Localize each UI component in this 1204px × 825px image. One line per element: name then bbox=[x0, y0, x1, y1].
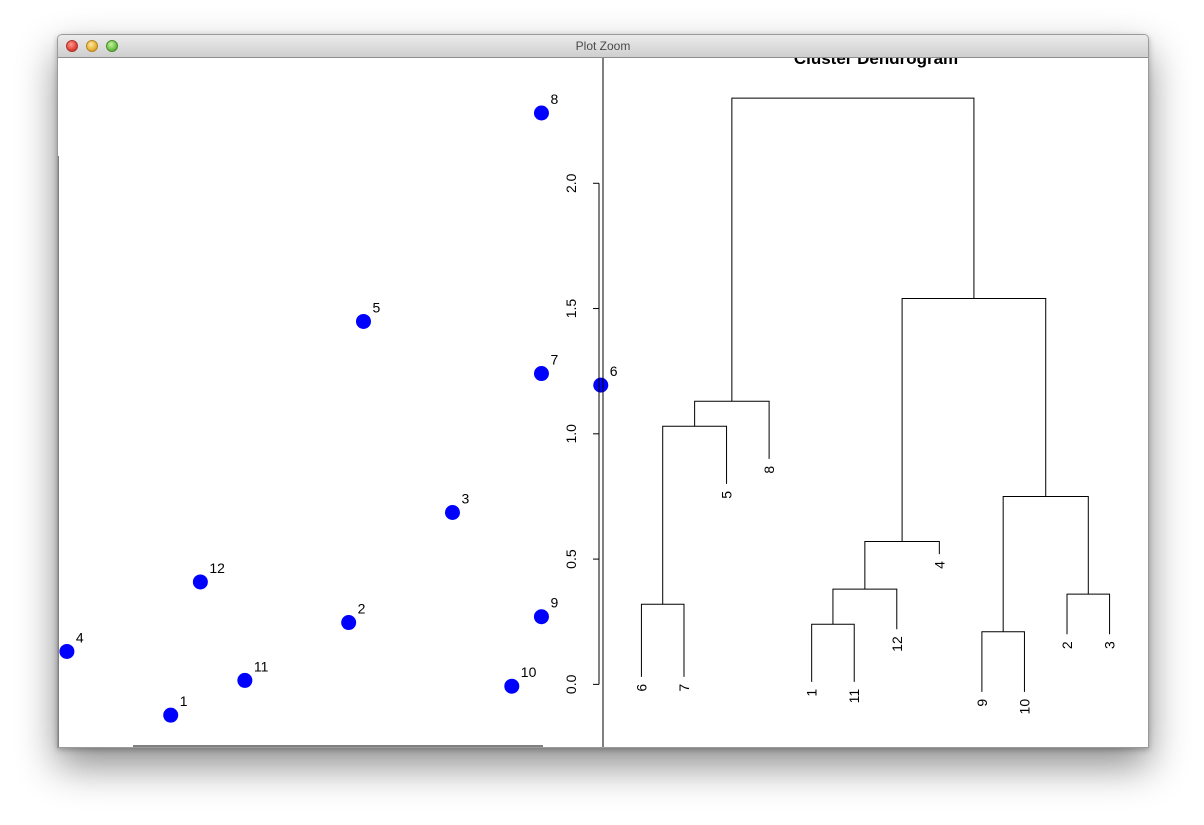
scatter-point-11 bbox=[237, 672, 253, 688]
leaf-label-2: 2 bbox=[1059, 641, 1075, 649]
leaf-label-6: 6 bbox=[633, 684, 649, 692]
plot-zoom-window: Plot Zoom 1 2 3 4 5 6 7 8 9 10 11 12 Cluster Dendro… bbox=[57, 34, 1149, 748]
scatter-point-label-10: 10 bbox=[521, 664, 537, 680]
leaf-label-8: 8 bbox=[761, 466, 777, 474]
y-tick-label-2.0: 2.0 bbox=[563, 173, 579, 193]
dendrogram-merge-10 bbox=[901, 298, 1047, 542]
scatter-point-12 bbox=[192, 574, 208, 590]
scatter-point-5 bbox=[355, 313, 371, 329]
plot-area: 1 2 3 4 5 6 7 8 9 10 11 12 Cluster Dendrogram 0.0 0.5… bbox=[58, 49, 1148, 747]
dendrogram-merge-11 bbox=[731, 97, 975, 402]
scatter-point-2 bbox=[341, 615, 357, 631]
scatter-point-8 bbox=[533, 105, 549, 121]
leaf-label-5: 5 bbox=[719, 491, 735, 499]
window-title: Plot Zoom bbox=[575, 39, 631, 53]
title-bar[interactable]: Plot Zoom bbox=[58, 35, 1148, 58]
y-tick-label-1.5: 1.5 bbox=[563, 299, 579, 319]
leaf-label-1: 1 bbox=[804, 689, 820, 697]
leaf-label-12: 12 bbox=[889, 636, 905, 652]
y-tick-label-1.0: 1.0 bbox=[563, 424, 579, 444]
dendrogram-merge-4 bbox=[1066, 593, 1111, 635]
dendrogram-y-axis: 0.0 0.5 1.0 1.5 2.0 bbox=[563, 173, 600, 694]
scatter-point-label-3: 3 bbox=[461, 491, 469, 507]
y-tick-label-0.0: 0.0 bbox=[563, 674, 579, 694]
dendrogram-merge-6 bbox=[864, 541, 940, 590]
dendrogram-merge-8 bbox=[662, 425, 728, 605]
scatter-point-4 bbox=[59, 643, 75, 659]
scatter-point-label-6: 6 bbox=[610, 363, 618, 379]
scatter-point-label-9: 9 bbox=[550, 595, 558, 611]
scatter-point-label-1: 1 bbox=[180, 693, 188, 709]
minimize-window-button[interactable] bbox=[86, 40, 98, 52]
scatter-point-label-2: 2 bbox=[358, 601, 366, 617]
dendrogram-merge-1 bbox=[640, 603, 685, 677]
scatter-point-9 bbox=[533, 609, 549, 625]
scatter-point-label-4: 4 bbox=[76, 629, 84, 645]
leaf-label-9: 9 bbox=[974, 699, 990, 707]
scatter-point-label-12: 12 bbox=[209, 560, 225, 576]
dendrogram-merge-2 bbox=[811, 623, 855, 682]
leaf-label-4: 4 bbox=[931, 561, 947, 569]
leaf-label-7: 7 bbox=[676, 684, 692, 692]
dendrogram-merge-7 bbox=[1002, 495, 1089, 632]
scatter-point-7 bbox=[533, 366, 549, 382]
scatter-point-10 bbox=[504, 678, 520, 694]
dendrogram-title: Cluster Dendrogram bbox=[794, 58, 958, 68]
y-tick-label-0.5: 0.5 bbox=[563, 549, 579, 569]
dendrogram-branches bbox=[640, 97, 1111, 692]
leaf-label-10: 10 bbox=[1016, 699, 1032, 715]
scatter-point-label-8: 8 bbox=[550, 91, 558, 107]
scatter-point-label-5: 5 bbox=[372, 299, 380, 315]
scatter-point-6 bbox=[593, 377, 609, 393]
dendrogram-merge-5 bbox=[832, 588, 898, 630]
dendrogram-merge-3 bbox=[981, 631, 1025, 692]
scatter-point-3 bbox=[444, 505, 460, 521]
scatter-point-1 bbox=[163, 707, 179, 723]
zoom-window-button[interactable] bbox=[106, 40, 118, 52]
close-window-button[interactable] bbox=[66, 40, 78, 52]
leaf-label-11: 11 bbox=[846, 689, 862, 704]
dendrogram-merge-9 bbox=[694, 400, 770, 459]
scatter-point-label-7: 7 bbox=[550, 352, 558, 368]
scatter-point-label-11: 11 bbox=[254, 658, 269, 674]
leaf-label-3: 3 bbox=[1102, 641, 1118, 649]
